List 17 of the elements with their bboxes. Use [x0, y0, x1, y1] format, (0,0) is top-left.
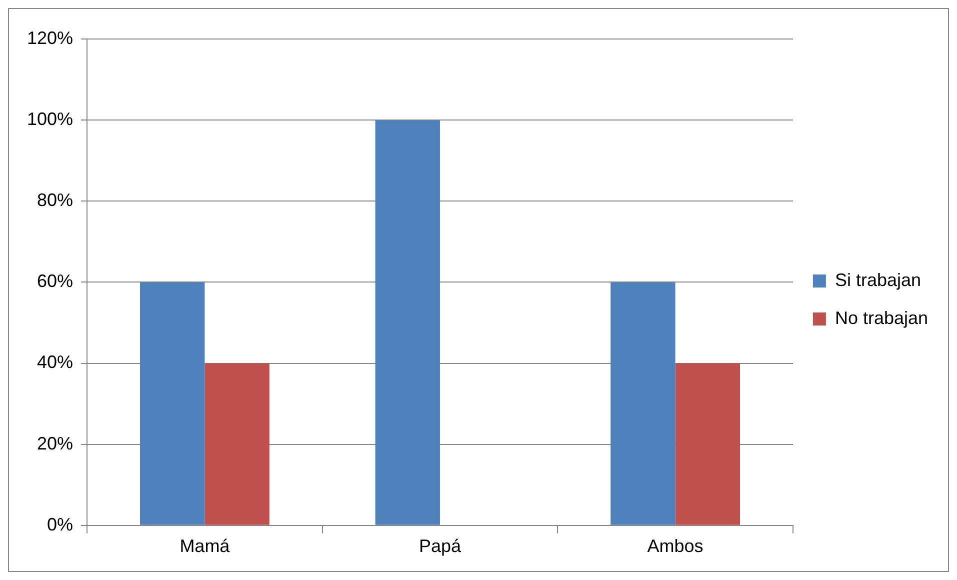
bar [375, 120, 440, 525]
y-tick-label: 120% [26, 28, 74, 48]
legend-label: No trabajan [834, 308, 928, 328]
bar [204, 363, 270, 525]
y-tick-label: 0% [47, 514, 74, 534]
x-tick-label: Ambos [647, 536, 704, 556]
y-tick-label: 40% [37, 352, 74, 372]
x-tick-label: Papá [418, 536, 462, 556]
y-tick-label: 20% [37, 433, 74, 454]
bar [610, 282, 676, 525]
bar [140, 282, 205, 525]
y-tick-label: 100% [26, 109, 74, 130]
y-tick-label: 80% [37, 190, 74, 210]
legend-label: Si trabajan [834, 270, 922, 290]
x-tick-label: Mamá [180, 536, 231, 556]
bar [675, 363, 740, 525]
y-tick-label: 60% [37, 271, 74, 292]
